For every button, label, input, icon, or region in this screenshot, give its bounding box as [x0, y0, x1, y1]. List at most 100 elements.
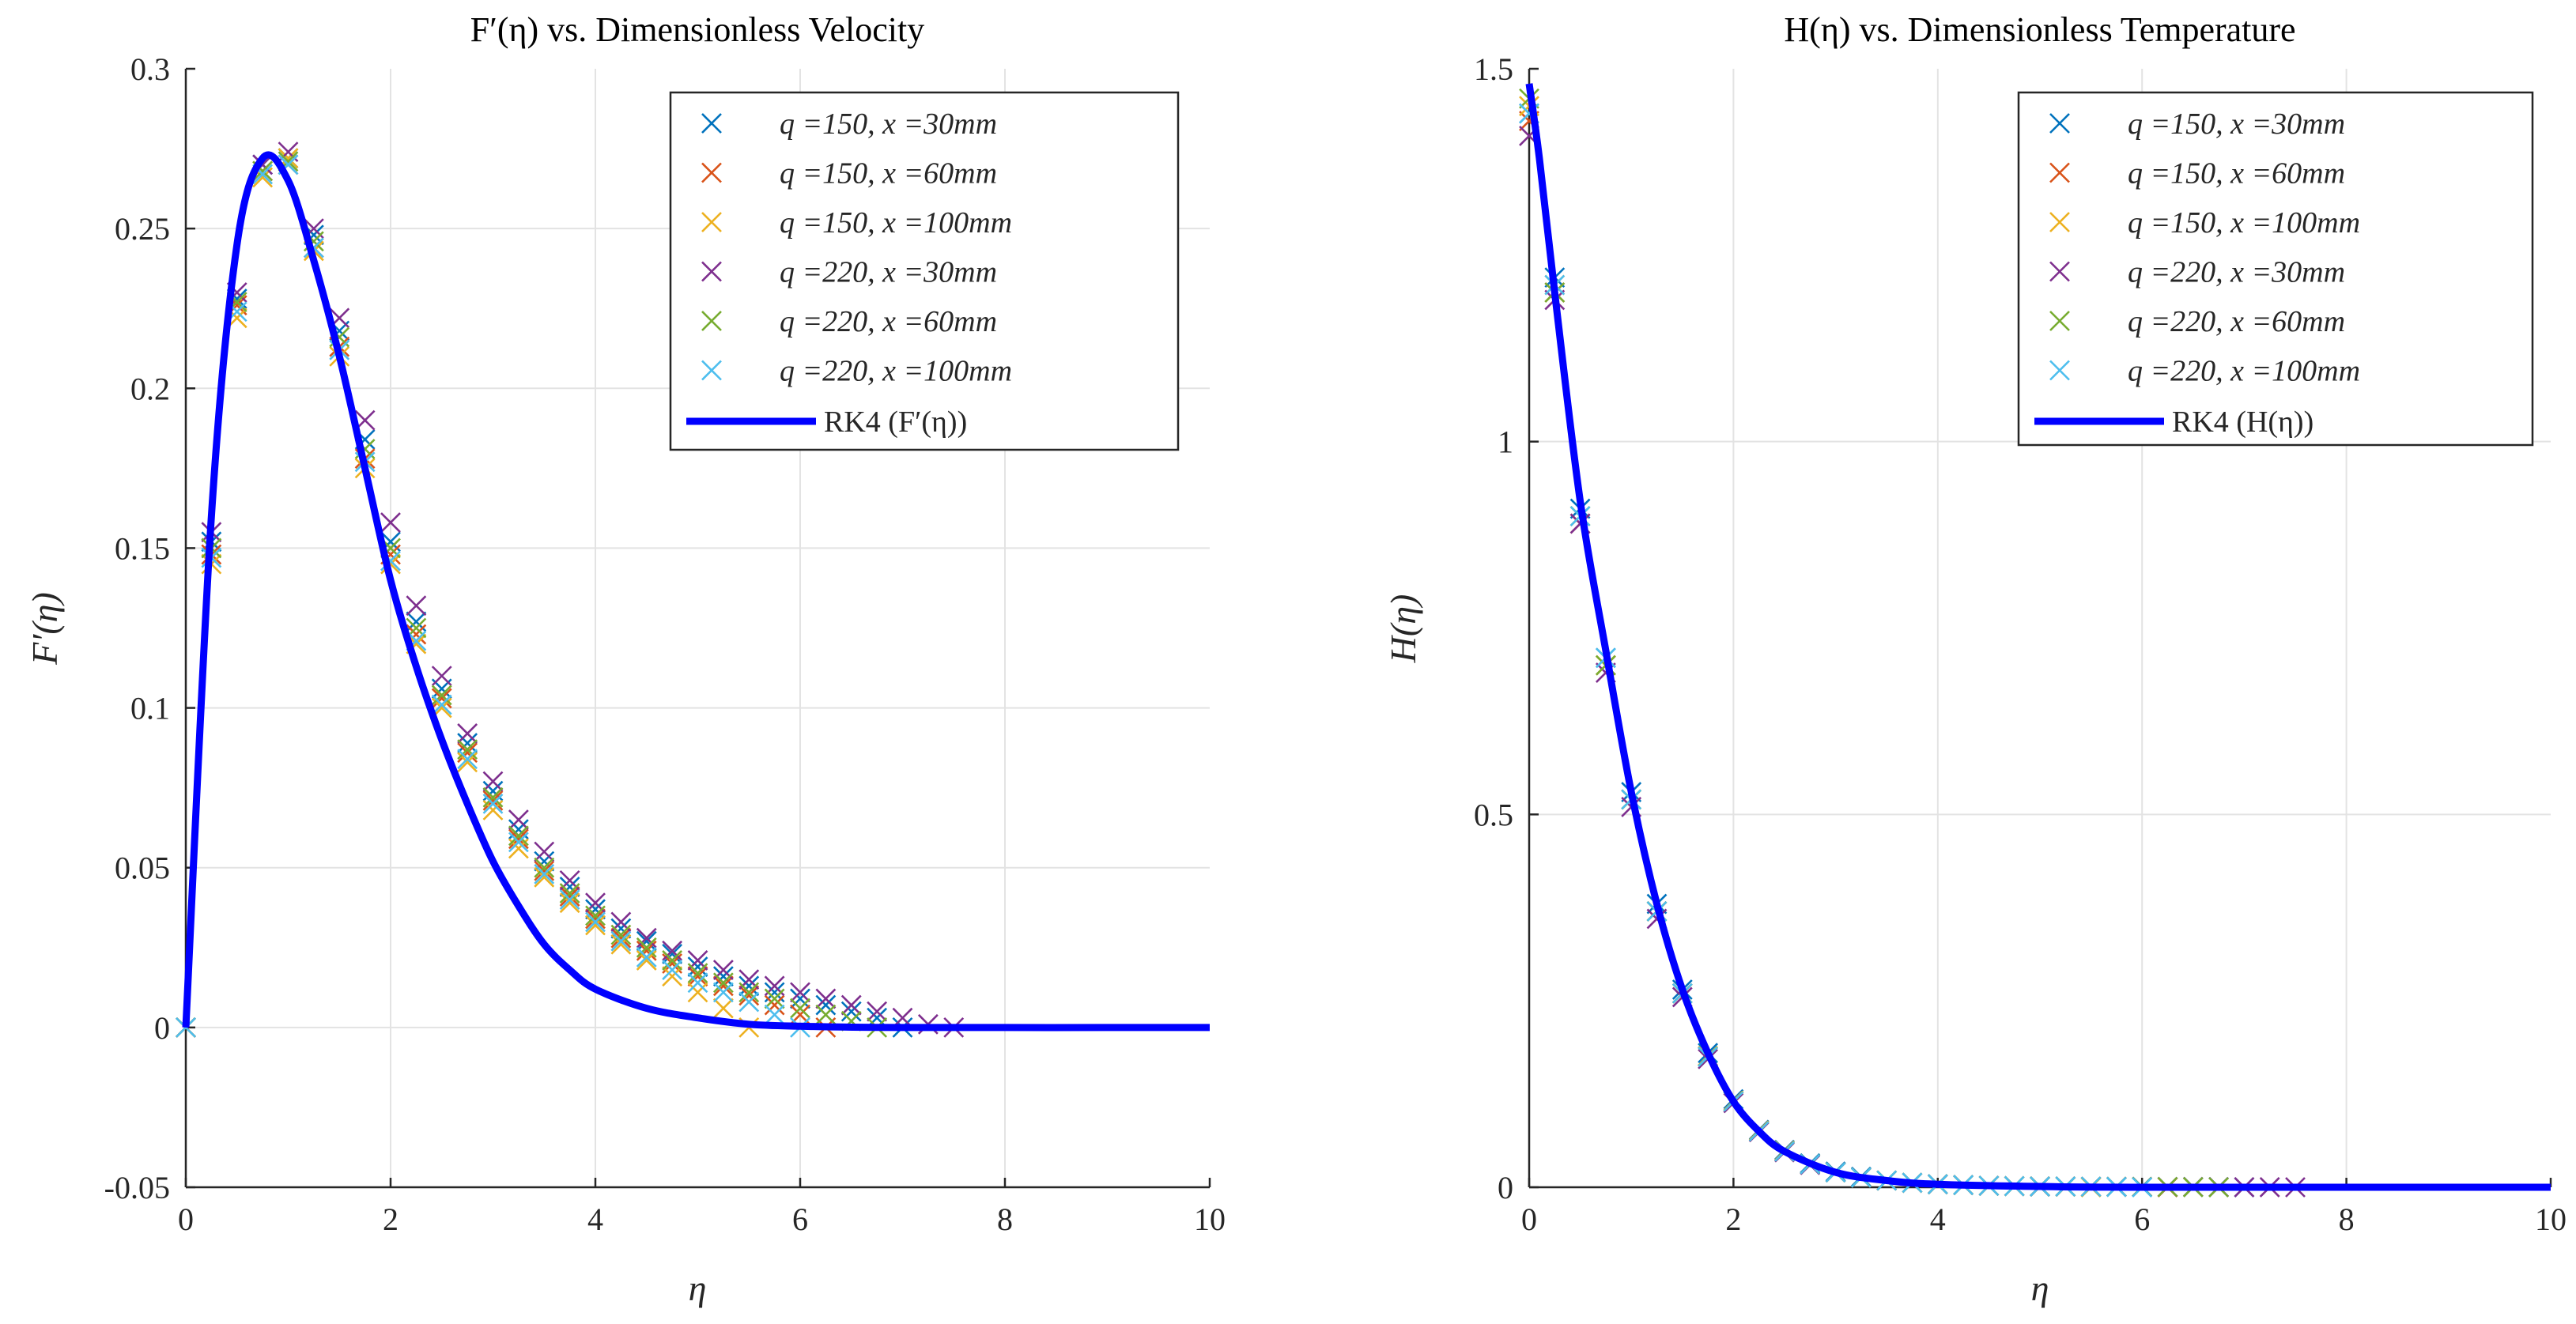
data-point-series-1 [840, 1001, 862, 1022]
data-point-series-5 [662, 950, 683, 971]
data-point-series-5 [482, 786, 504, 808]
legend-label: q =150, x =60mm [2128, 157, 2345, 190]
data-point-series-6 [559, 889, 580, 911]
data-point-series-4 [406, 595, 427, 617]
velocity-xlabel: η [689, 1268, 707, 1308]
x-tick-label: 6 [2134, 1201, 2150, 1237]
data-point-series-5 [687, 963, 708, 984]
data-point-series-3 [687, 982, 708, 1003]
data-point-series-6 [712, 982, 734, 1003]
data-point-series-6 [610, 930, 632, 952]
legend-marker-series-3 [701, 212, 722, 232]
data-point-series-5 [738, 982, 760, 1003]
x-tick-label: 0 [1521, 1201, 1537, 1237]
velocity-plot: F′(η) vs. Dimensionless Velocity η F′(η)… [25, 10, 1226, 1308]
data-point-series-2 [764, 994, 785, 1016]
y-tick-label: 0 [154, 1010, 170, 1046]
legend-label: q =220, x =100mm [2128, 355, 2360, 388]
legend-marker-series-5 [701, 311, 722, 331]
x-tick-label: 2 [1725, 1201, 1741, 1237]
legend-box [2017, 91, 2534, 447]
legend-box [669, 91, 1180, 451]
data-point-series-2 [431, 688, 452, 709]
legend-label: q =150, x =60mm [780, 157, 997, 190]
data-point-series-2 [508, 828, 529, 850]
legend-label: q =150, x =100mm [780, 206, 1012, 240]
data-point-series-5 [457, 739, 478, 760]
y-tick-label: -0.05 [104, 1170, 170, 1205]
x-tick-label: 10 [2535, 1201, 2567, 1237]
data-point-series-1 [662, 943, 683, 964]
legend-marker-series-6 [701, 360, 722, 381]
data-point-series-5 [534, 857, 555, 878]
y-tick-label: 1 [1498, 424, 1513, 460]
y-tick-label: 0.1 [130, 691, 170, 726]
legend: q =150, x =30mm q =150, x =60mm q =150, x … [2017, 91, 2534, 447]
legend-marker-series-2 [2049, 162, 2070, 183]
y-tick-label: 0 [1498, 1170, 1513, 1205]
data-point-series-6 [764, 1004, 785, 1025]
data-point-series-4 [790, 982, 810, 1003]
data-point-series-1 [687, 956, 708, 977]
data-point-series-5 [764, 988, 785, 1009]
data-point-series-5 [508, 825, 529, 847]
y-tick-label: 0.05 [115, 851, 170, 886]
data-point-series-4 [534, 841, 555, 862]
velocity-title: F′(η) vs. Dimensionless Velocity [470, 10, 924, 49]
data-point-series-5 [585, 905, 606, 926]
data-point-series-6 [431, 694, 452, 715]
legend-label: q =220, x =60mm [2128, 305, 2345, 338]
data-point-series-6 [687, 972, 708, 994]
data-point-series-6 [662, 960, 683, 981]
legend-label-rk4: RK4 (H(η)) [2172, 405, 2313, 439]
data-point-series-2 [534, 860, 555, 881]
data-point-series-3 [610, 934, 632, 955]
y-tick-label: 0.3 [130, 51, 170, 87]
data-point-series-6 [636, 946, 657, 968]
data-point-series-4 [431, 666, 452, 687]
x-tick-label: 0 [178, 1201, 194, 1237]
x-tick-label: 8 [997, 1201, 1013, 1237]
data-point-series-6 [534, 863, 555, 885]
y-tick-label: 0.15 [115, 530, 170, 566]
velocity-ylabel: F′(η) [25, 592, 65, 666]
data-point-series-4 [636, 927, 657, 949]
data-point-series-6 [457, 749, 478, 770]
legend-marker-series-4 [701, 261, 722, 282]
x-tick-label: 4 [587, 1201, 603, 1237]
data-point-series-6 [508, 832, 529, 853]
legend-label-rk4: RK4 (F′(η)) [824, 405, 967, 439]
data-point-series-2 [712, 975, 734, 997]
data-point-series-4 [380, 512, 401, 534]
legend-label: q =220, x =30mm [780, 256, 997, 289]
data-point-series-2 [482, 790, 504, 811]
legend-marker-series-4 [2049, 261, 2070, 282]
data-point-series-1 [738, 975, 760, 997]
legend-marker-series-1 [701, 113, 722, 134]
x-tick-label: 10 [1194, 1201, 1226, 1237]
legend-label: q =220, x =60mm [780, 305, 997, 338]
temperature-plot: H(η) vs. Dimensionless Temperature η H(η… [1383, 10, 2567, 1308]
data-point-series-3 [662, 966, 683, 987]
data-point-series-4 [662, 940, 683, 961]
data-point-series-5 [636, 937, 657, 958]
data-point-series-3 [712, 998, 734, 1019]
x-tick-label: 4 [1930, 1201, 1946, 1237]
y-tick-label: 0.2 [130, 371, 170, 406]
y-tick-label: 0.5 [1474, 797, 1513, 832]
y-tick-label: 1.5 [1474, 51, 1513, 87]
rk4-line [1525, 83, 2551, 1191]
data-point-series-4 [457, 722, 478, 744]
data-point-series-1 [815, 994, 837, 1016]
data-point-series-6 [482, 793, 504, 814]
legend: q =150, x =30mm q =150, x =60mm q =150, x … [669, 91, 1180, 451]
data-point-series-1 [712, 966, 734, 987]
data-point-series-4 [508, 809, 529, 830]
temperature-title: H(η) vs. Dimensionless Temperature [1784, 10, 2295, 49]
data-point-series-2 [559, 886, 580, 907]
legend-label: q =150, x =30mm [2128, 108, 2345, 141]
legend-label: q =220, x =30mm [2128, 256, 2345, 289]
data-point-series-2 [610, 927, 632, 949]
x-tick-label: 2 [383, 1201, 398, 1237]
